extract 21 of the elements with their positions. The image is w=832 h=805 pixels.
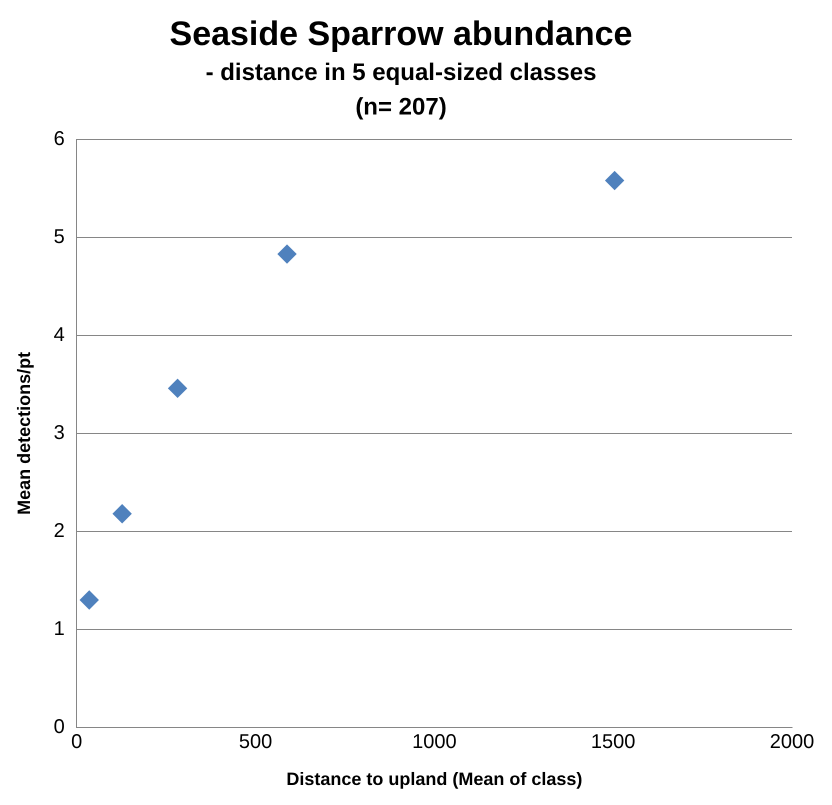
chart-title: Seaside Sparrow abundance — [170, 14, 632, 53]
y-tick-label: 0 — [54, 716, 65, 738]
y-tick-label: 3 — [54, 422, 65, 444]
point — [80, 590, 99, 610]
y-tick-label: 6 — [54, 128, 65, 150]
y-tick-label: 4 — [54, 324, 65, 346]
x-tick-label: 1500 — [590, 730, 636, 753]
chart-subtitle: - distance in 5 equal-sized classes (n= 207) — [206, 58, 596, 121]
x-tick-label: 1000 — [412, 730, 457, 753]
x-axis-title: Distance to upland (Mean of class) — [286, 769, 582, 790]
x-tick-label: 0 — [71, 730, 82, 753]
x-tick-label: 2000 — [770, 730, 814, 753]
y-axis-title: Mean detections/pt — [14, 352, 34, 515]
point — [112, 504, 132, 524]
y-tick-label: 5 — [54, 226, 65, 248]
x-tick-label: 500 — [238, 730, 272, 753]
y-tick-label: 1 — [54, 618, 65, 640]
point — [605, 171, 624, 190]
y-tick-label: 2 — [54, 520, 65, 542]
point — [278, 244, 297, 264]
point — [168, 378, 188, 398]
